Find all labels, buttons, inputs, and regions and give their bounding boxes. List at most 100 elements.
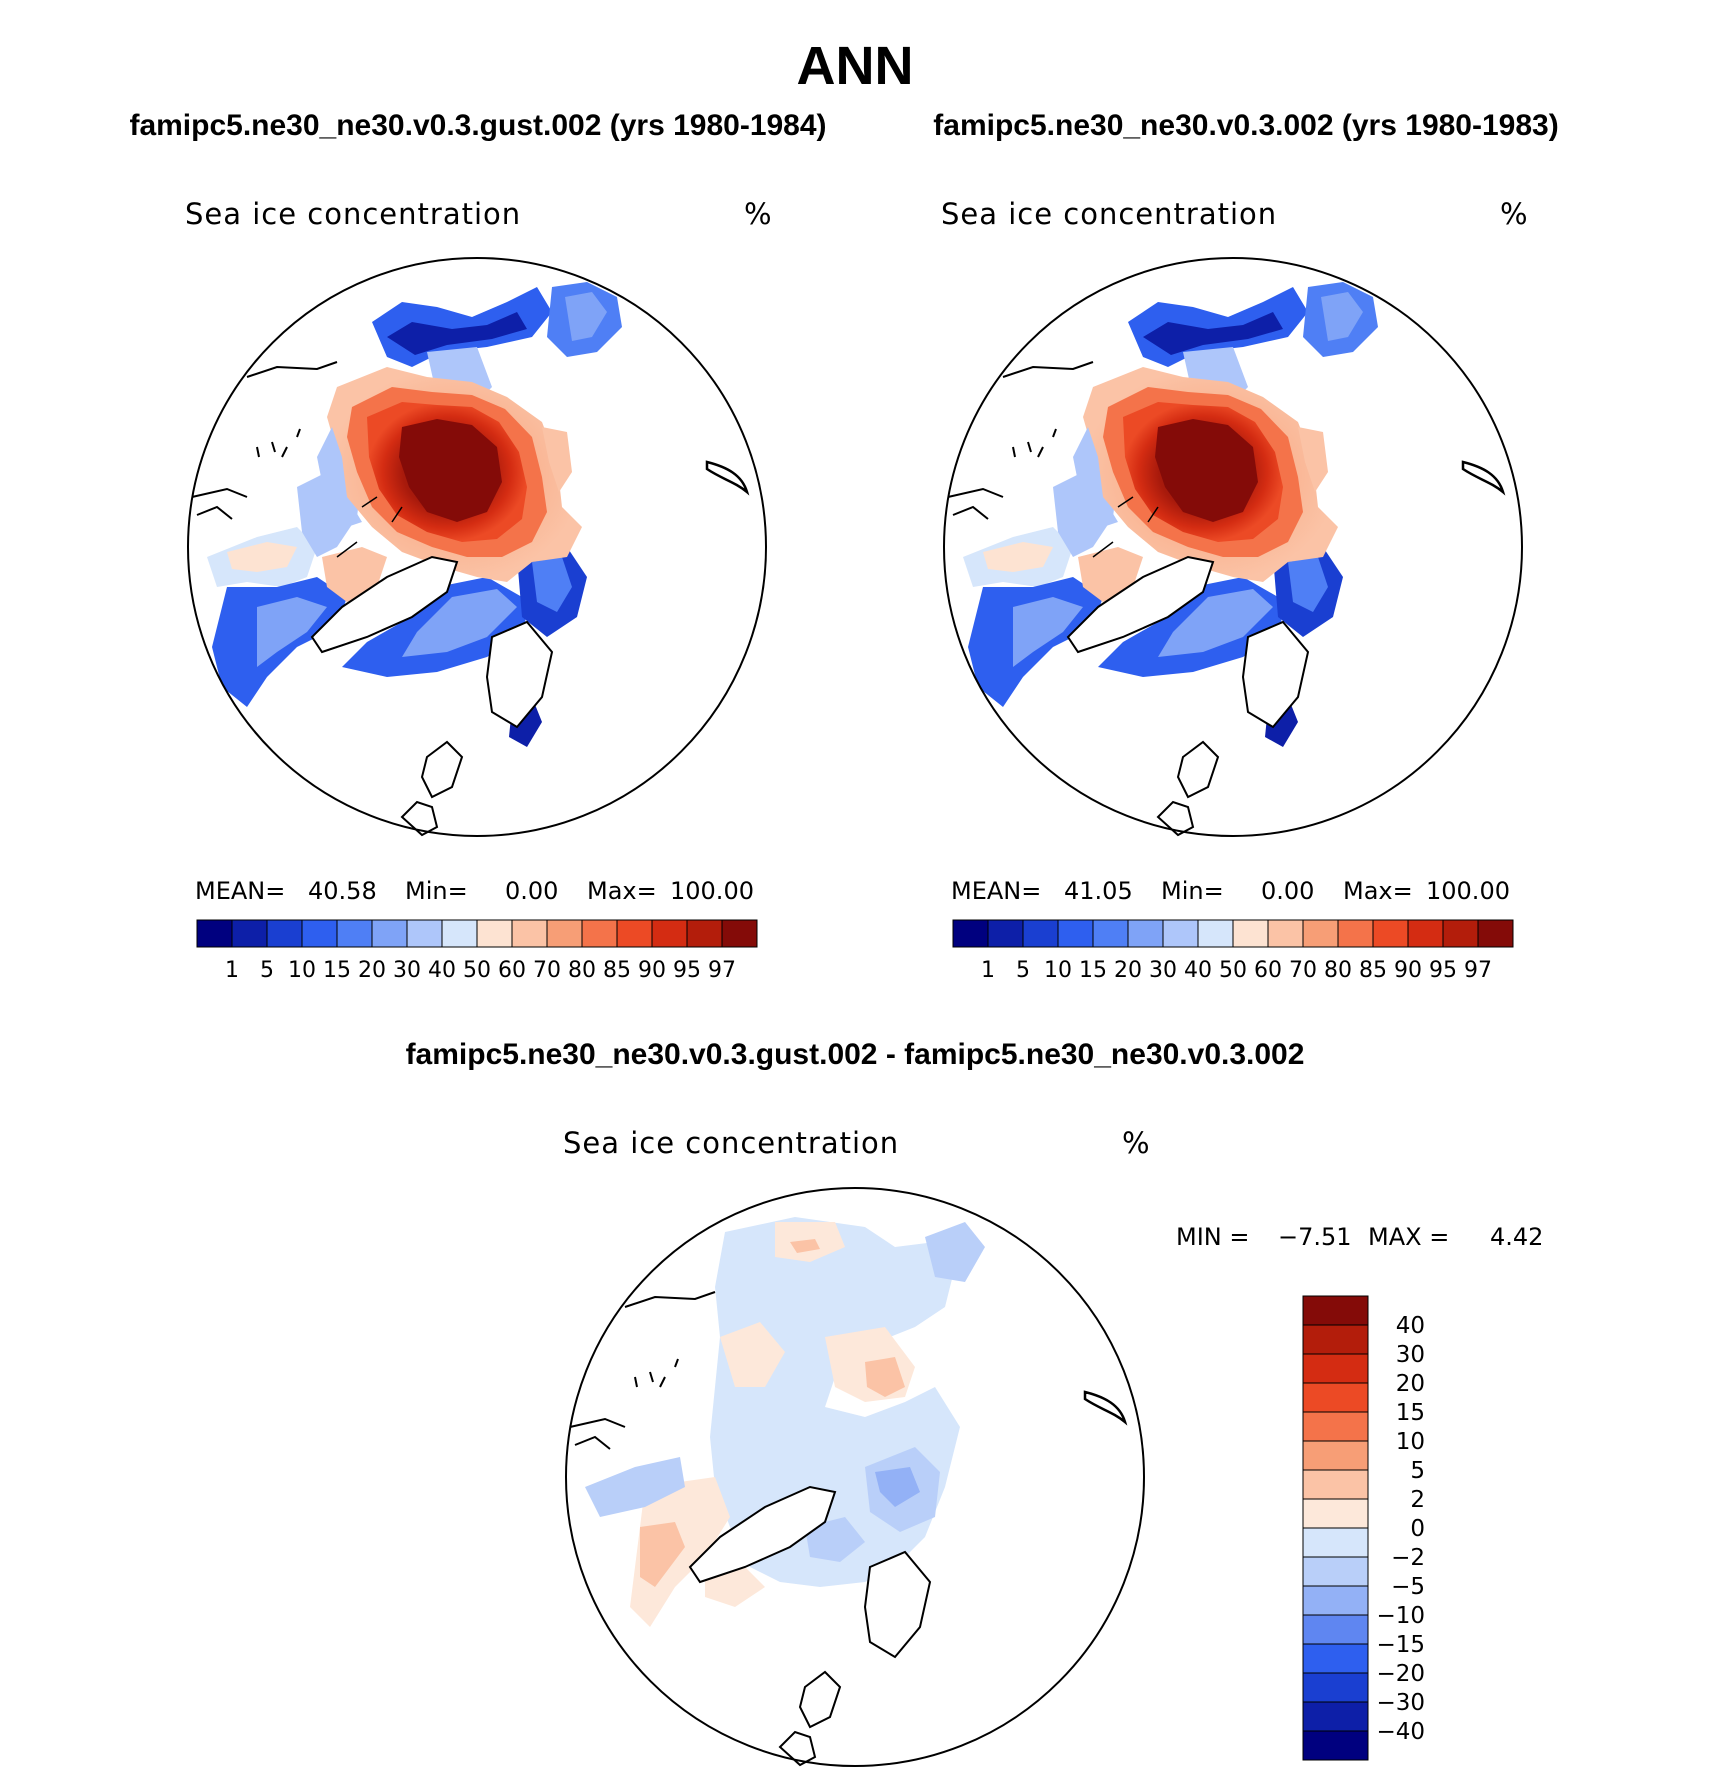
panel-diff-colorbar-tick-label: −15 — [1376, 1632, 1425, 1658]
panel-control-colorbar-tick-label: 50 — [1219, 958, 1247, 983]
panel-control-colorbar-swatch — [1302, 919, 1339, 948]
panel-control-colorbar-swatch — [1337, 919, 1374, 948]
panel-test-colorbar-tick-label: 97 — [708, 958, 736, 983]
panel-diff-min-label: MIN = — [1176, 1223, 1249, 1251]
panel-diff-colorbar-swatch — [1302, 1556, 1369, 1587]
panel-diff-colorbar-swatch — [1302, 1353, 1369, 1384]
panel-diff-max-value: 4.42 — [1490, 1223, 1543, 1251]
panel-test-colorbar-tick-label: 10 — [288, 958, 316, 983]
panel-control-colorbar-tick-label: 1 — [981, 958, 995, 983]
panel-diff-colorbar-tick-label: 2 — [1410, 1487, 1425, 1513]
panel-diff-colorbar-swatch — [1302, 1295, 1369, 1326]
panel-control-colorbar-swatch — [1267, 919, 1304, 948]
panel-diff-colorbar-swatch — [1302, 1730, 1369, 1761]
panel-control-colorbar-swatch — [1407, 919, 1444, 948]
panel-test-colorbar-swatch — [266, 919, 303, 948]
panel-test-units-label: % — [744, 197, 773, 231]
panel-control-colorbar-tick-label: 5 — [1016, 958, 1030, 983]
panel-test-variable-label: Sea ice concentration — [185, 197, 521, 231]
panel-control-min-value: 0.00 — [1261, 877, 1314, 905]
panel-control-colorbar: 1 5 10 15 20 30 40 50 60 70 80 85 90 95 97 — [952, 919, 1514, 983]
panel-control-colorbar-tick-label: 97 — [1464, 958, 1492, 983]
panel-diff-colorbar-tick-label: −40 — [1376, 1719, 1425, 1745]
panel-diff-colorbar-tick-label: 5 — [1410, 1458, 1425, 1484]
panel-test-colorbar-swatch — [441, 919, 478, 948]
panel-control-min-label: Min= — [1161, 877, 1224, 905]
panel-diff: Sea ice concentration % MIN = −7.51 MAX … — [563, 1126, 1543, 1767]
panel-test-colorbar-swatch — [406, 919, 443, 948]
panel-control-units-label: % — [1500, 197, 1529, 231]
panel-control-map — [944, 258, 1522, 836]
panel-control-colorbar-swatch — [1232, 919, 1269, 948]
panel-control-colorbar-tick-label: 30 — [1149, 958, 1177, 983]
panel-control-colorbar-swatch — [1127, 919, 1164, 948]
panel-test-colorbar-swatch — [336, 919, 373, 948]
figure-title: ANN — [797, 36, 914, 96]
panel-test-max-label: Max= — [587, 877, 657, 905]
panel-test-colorbar-swatch — [301, 919, 338, 948]
panel-test-colorbar-tick-label: 50 — [463, 958, 491, 983]
panel-diff-colorbar-tick-label: −10 — [1376, 1603, 1425, 1629]
panel-diff-colorbar-swatch — [1302, 1672, 1369, 1703]
panel-test-colorbar: 1 5 10 15 20 30 40 50 60 70 80 85 90 95 97 — [196, 919, 758, 983]
panel-diff-colorbar-swatch — [1302, 1527, 1369, 1558]
panel-diff-variable-label: Sea ice concentration — [563, 1126, 899, 1160]
panel-control-max-label: Max= — [1343, 877, 1413, 905]
panel-control-colorbar-swatch — [952, 919, 989, 948]
panel-test-colorbar-tick-label: 40 — [428, 958, 456, 983]
panel-test-colorbar-swatch — [686, 919, 723, 948]
panel-diff-colorbar-swatch — [1302, 1614, 1369, 1645]
panel-diff-colorbar-tick-label: 20 — [1396, 1371, 1425, 1397]
panel-diff-colorbar-tick-label: −2 — [1391, 1545, 1425, 1571]
panel-test-case-title: famipc5.ne30_ne30.v0.3.gust.002 (yrs 198… — [129, 109, 826, 142]
panel-test-colorbar-swatch — [616, 919, 653, 948]
panel-diff-colorbar-tick-label: 0 — [1410, 1516, 1425, 1542]
panel-test-colorbar-tick-label: 70 — [533, 958, 561, 983]
panel-diff-colorbar-swatch — [1302, 1469, 1369, 1500]
panel-test-colorbar-swatch — [581, 919, 618, 948]
panel-control: Sea ice concentration % MEAN= 41.05 Min=… — [941, 197, 1529, 983]
panel-test-colorbar-swatch — [511, 919, 548, 948]
panel-control-colorbar-swatch — [1197, 919, 1234, 948]
panel-test-min-label: Min= — [405, 877, 468, 905]
panel-diff-colorbar-swatch — [1302, 1440, 1369, 1471]
panel-test: Sea ice concentration % MEAN= 40.58 Min=… — [185, 197, 773, 983]
panel-test-colorbar-tick-label: 30 — [393, 958, 421, 983]
panel-diff-colorbar-tick-label: 15 — [1396, 1400, 1425, 1426]
panel-test-colorbar-swatch — [651, 919, 688, 948]
panel-control-colorbar-swatch — [1477, 919, 1514, 948]
panel-test-max-value: 100.00 — [670, 877, 754, 905]
panel-control-colorbar-swatch — [987, 919, 1024, 948]
panel-diff-colorbar-swatch — [1302, 1411, 1369, 1442]
panel-diff-colorbar-tick-label: 10 — [1396, 1429, 1425, 1455]
panel-test-min-value: 0.00 — [505, 877, 558, 905]
panel-test-colorbar-tick-label: 5 — [260, 958, 274, 983]
panel-diff-colorbar-tick-label: −30 — [1376, 1690, 1425, 1716]
panel-test-colorbar-tick-label: 20 — [358, 958, 386, 983]
panel-test-colorbar-tick-label: 95 — [673, 958, 701, 983]
panel-control-max-value: 100.00 — [1426, 877, 1510, 905]
panel-test-colorbar-tick-label: 85 — [603, 958, 631, 983]
panel-diff-map — [565, 1187, 1145, 1767]
panel-control-colorbar-swatch — [1057, 919, 1094, 948]
panel-control-colorbar-swatch — [1372, 919, 1409, 948]
panel-diff-units-label: % — [1122, 1126, 1151, 1160]
panel-diff-colorbar-tick-label: −5 — [1391, 1574, 1425, 1600]
panel-control-mean-value: 41.05 — [1064, 877, 1133, 905]
panel-diff-colorbar-tick-label: 30 — [1396, 1342, 1425, 1368]
panel-test-colorbar-tick-label: 60 — [498, 958, 526, 983]
panel-diff-case-title: famipc5.ne30_ne30.v0.3.gust.002 - famipc… — [406, 1038, 1305, 1071]
panel-diff-colorbar-swatch — [1302, 1643, 1369, 1674]
panel-control-case-title: famipc5.ne30_ne30.v0.3.002 (yrs 1980-198… — [933, 109, 1558, 142]
panel-diff-colorbar-swatch — [1302, 1324, 1369, 1355]
panel-test-colorbar-swatch — [196, 919, 233, 948]
panel-test-colorbar-tick-label: 80 — [568, 958, 596, 983]
panel-test-colorbar-swatch — [371, 919, 408, 948]
panel-control-mean-label: MEAN= — [951, 877, 1041, 905]
panel-test-colorbar-swatch — [231, 919, 268, 948]
panel-control-colorbar-tick-label: 15 — [1079, 958, 1107, 983]
panel-test-mean-label: MEAN= — [195, 877, 285, 905]
panel-control-colorbar-tick-label: 80 — [1324, 958, 1352, 983]
